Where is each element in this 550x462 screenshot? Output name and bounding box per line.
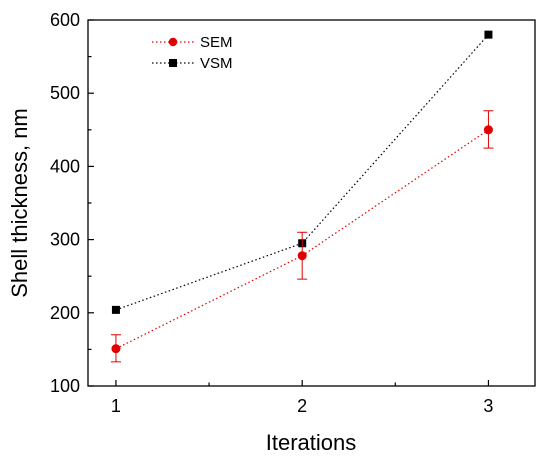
series-line xyxy=(115,34,489,311)
legend-item-sem: SEM xyxy=(152,34,233,51)
legend-label-vsm: VSM xyxy=(200,55,233,72)
series-layer xyxy=(110,30,494,363)
y-tick-label: 100 xyxy=(50,376,80,396)
y-tick-label: 200 xyxy=(50,303,80,323)
y-axis: 100 200 300 400 500 600 xyxy=(50,10,94,396)
x-axis-title: Iterations xyxy=(266,430,357,455)
legend-label-sem: SEM xyxy=(200,34,233,51)
x-axis: 1 2 3 xyxy=(111,380,493,416)
series-sem xyxy=(110,110,494,363)
data-point xyxy=(483,125,493,135)
data-point xyxy=(484,30,493,39)
legend: SEM VSM xyxy=(152,34,233,72)
y-tick-label: 600 xyxy=(50,10,80,30)
x-tick-label: 3 xyxy=(483,396,493,416)
data-point xyxy=(111,305,120,314)
y-tick-label: 400 xyxy=(50,156,80,176)
y-axis-title: Shell thickness, nm xyxy=(7,108,32,298)
legend-item-vsm: VSM xyxy=(152,55,233,72)
y-tick-label: 500 xyxy=(50,83,80,103)
plot-frame xyxy=(87,19,536,387)
data-point xyxy=(111,344,121,354)
y-tick-label: 300 xyxy=(50,230,80,250)
data-point xyxy=(297,251,307,261)
x-tick-label: 2 xyxy=(297,396,307,416)
x-tick-label: 1 xyxy=(111,396,121,416)
